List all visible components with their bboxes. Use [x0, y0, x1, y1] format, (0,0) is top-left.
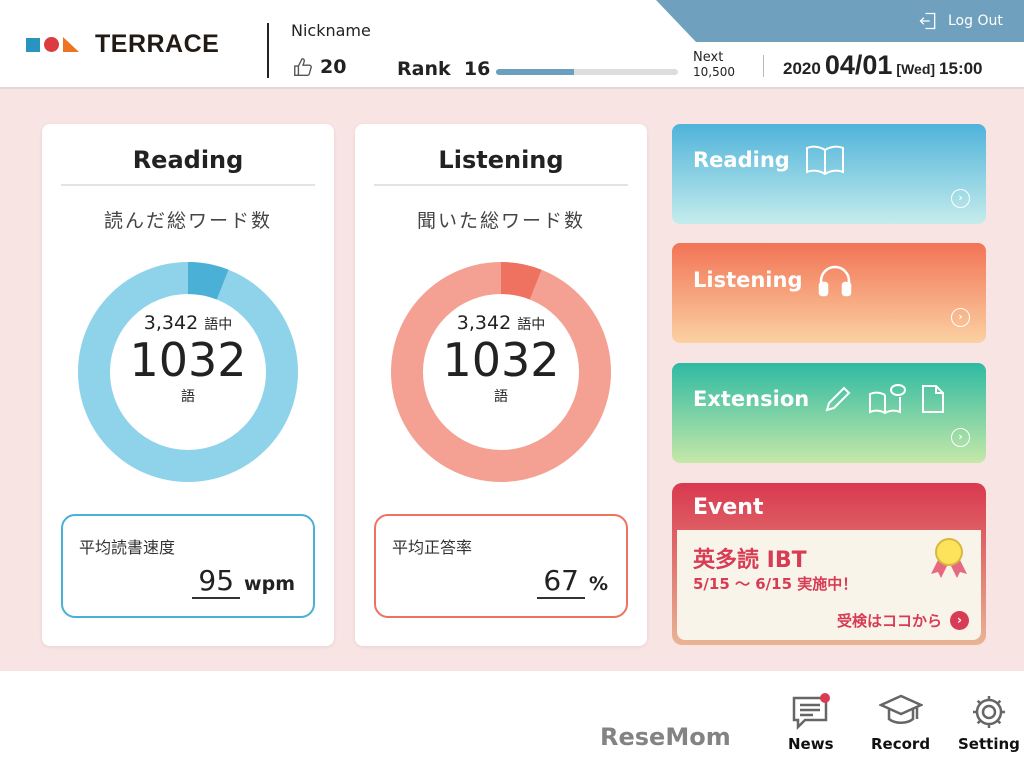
donut-segment [78, 262, 298, 482]
reading-button[interactable]: Reading › [672, 124, 986, 224]
event-card[interactable]: Event 英多読 IBT 5/15 ～ 6/15 実施中！ 受検はココから › [672, 483, 986, 645]
listening-card: Listening 聞いた総ワード数 3,342 語中 1032 語 平均正答率… [355, 124, 647, 646]
event-name: 英多読 IBT [693, 548, 807, 573]
logout-tab [656, 0, 1024, 42]
pencil-icon [825, 386, 851, 412]
reading-title: Reading [132, 146, 244, 174]
document-icon [922, 385, 945, 413]
donut-segment [391, 262, 611, 482]
footer-nav: News Record Setting ReseMom [0, 671, 1024, 768]
listening-count: 3,342 語中 1032 語 [442, 312, 560, 405]
graduation-cap-icon [877, 694, 924, 724]
next-rank: Next 10,500 [693, 50, 735, 80]
headphones-icon [818, 265, 851, 297]
nav-news[interactable]: News [788, 693, 834, 753]
nav-record[interactable]: Record [871, 693, 930, 753]
gear-icon [972, 696, 1005, 728]
chevron-right-icon: › [951, 308, 970, 327]
event-period: 5/15 ～ 6/15 実施中！ [693, 575, 858, 593]
extension-button[interactable]: Extension › [672, 363, 986, 463]
rank-progress-bar [496, 69, 678, 75]
reading-card: Reading 読んだ総ワード数 3,342 語中 1032 語 平均読書速度 … [42, 124, 334, 646]
nickname: Nickname [291, 21, 371, 40]
chevron-right-icon: › [950, 611, 969, 630]
listening-button[interactable]: Listening › [672, 243, 986, 343]
accuracy-box: 平均正答率 67% [374, 514, 628, 618]
likes: 20 [292, 56, 346, 78]
award-ribbon-icon [931, 538, 967, 578]
rank: Rank 16 [397, 58, 491, 80]
event-link[interactable]: 受検はココから › [837, 610, 969, 631]
listening-title: Listening [438, 146, 564, 174]
listening-donut [391, 262, 611, 482]
news-icon [792, 693, 830, 731]
book-chat-icon [869, 384, 907, 415]
terrace-logo: TERRACE [26, 30, 219, 59]
date-time: 2020 04/01 [Wed] 15:00 [783, 50, 983, 80]
thumbs-up-icon [294, 58, 312, 76]
book-icon [805, 145, 844, 176]
reading-donut [78, 262, 298, 482]
chevron-right-icon: › [951, 428, 970, 447]
listening-subtitle: 聞いた総ワード数 [416, 210, 585, 232]
likes-count: 20 [320, 56, 347, 78]
reading-subtitle: 読んだ総ワード数 [103, 210, 272, 232]
reading-count: 3,342 語中 1032 語 [129, 312, 247, 405]
header: TERRACE Nickname 20 Rank 16 Next 10,500 2… [0, 0, 1024, 89]
reading-speed-box: 平均読書速度 95 wpm [61, 514, 315, 618]
logout-button[interactable]: Log Out [918, 11, 1003, 31]
watermark: ReseMom [600, 723, 731, 751]
divider [267, 23, 269, 78]
brand-name: TERRACE [95, 30, 220, 58]
logout-icon [919, 12, 936, 30]
chevron-right-icon: › [951, 189, 970, 208]
rank-value: 16 [463, 58, 491, 80]
nav-setting[interactable]: Setting [958, 693, 1020, 753]
